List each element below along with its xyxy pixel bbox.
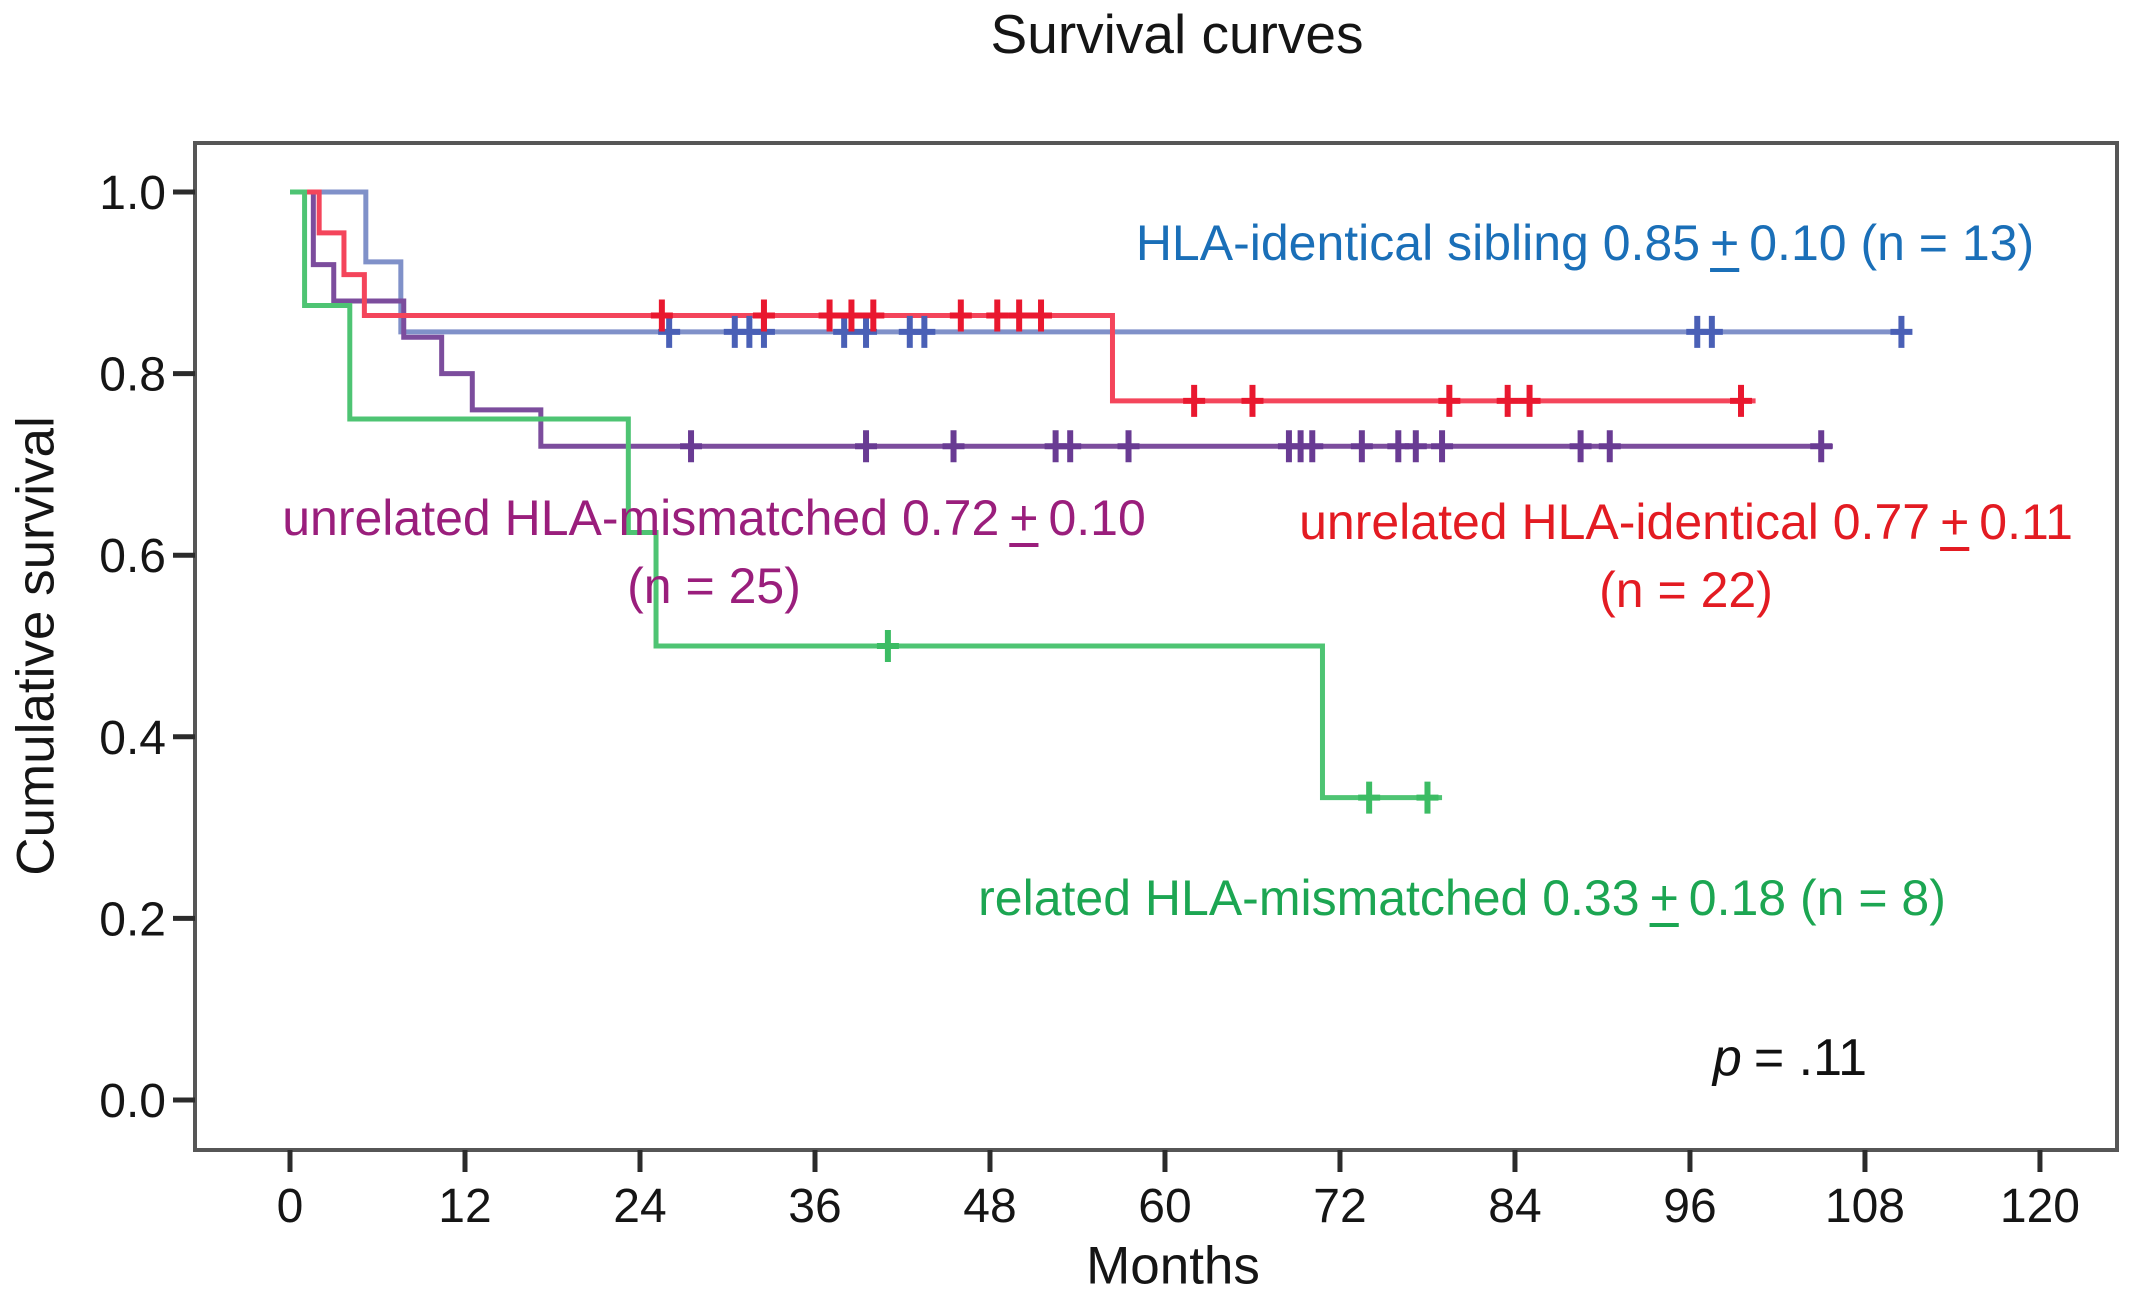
x-tick-label: 108 (1825, 1180, 1905, 1233)
legend-rel-mm-rest: 0.18 (n = 8) (1688, 870, 1946, 926)
legend-rel-mm-text: related HLA-mismatched 0.33 (978, 870, 1640, 926)
x-tick-label: 12 (438, 1180, 491, 1233)
p-value-number: = .11 (1753, 1029, 1868, 1087)
curve-rel_mm (290, 189, 1443, 801)
legend-unrel-mm-line1: unrelated HLA-mismatched 0.72 +0.10 (282, 484, 1146, 552)
legend-hla-identical-sibling: HLA-identical sibling 0.85 +0.10 (n = 13) (1136, 209, 2034, 277)
legend-unrel-id-line1: unrelated HLA-identical 0.77 +0.11 (1299, 488, 2073, 556)
curve-unrel_mm (290, 189, 1833, 449)
x-tick-label: 72 (1313, 1180, 1366, 1233)
legend-unrel-mm-text: unrelated HLA-mismatched 0.72 (282, 490, 1000, 546)
legend-unrel-id-rest: 0.11 (1979, 494, 2073, 550)
legend-unrel-id-line2: (n = 22) (1599, 562, 1773, 618)
p-value-symbol: p (1712, 1029, 1742, 1087)
chart-title: Survival curves (990, 3, 1364, 65)
p-value: p = .11 (1713, 1028, 1867, 1088)
plus-minus-sign: + (1649, 870, 1679, 926)
x-tick-label: 120 (2000, 1180, 2080, 1233)
legend-unrelated-hla-identical: unrelated HLA-identical 0.77 +0.11 (n = 2… (1299, 488, 2073, 624)
legend-unrel-mm-line2: (n = 25) (627, 558, 801, 614)
x-tick-label: 60 (1138, 1180, 1191, 1233)
legend-related-hla-mismatched: related HLA-mismatched 0.33 +0.18 (n = 8) (978, 864, 1946, 932)
x-tick-label: 0 (277, 1180, 304, 1233)
x-tick-label: 24 (613, 1180, 666, 1233)
y-tick-label: 0.6 (99, 530, 166, 583)
curve-sibling (290, 189, 1909, 335)
y-tick-label: 1.0 (99, 167, 166, 220)
legend-unrel-mm-rest: 0.10 (1048, 490, 1146, 546)
legend-sibling-text: HLA-identical sibling 0.85 (1135, 215, 1701, 271)
plot-frame (193, 141, 2119, 1152)
y-tick-label: 0.8 (99, 349, 166, 402)
curve-unrel_id (290, 189, 1756, 404)
x-tick-label: 36 (788, 1180, 841, 1233)
x-tick-label: 96 (1663, 1180, 1716, 1233)
y-tick-label: 0.0 (99, 1075, 166, 1128)
plus-minus-sign: + (1710, 215, 1740, 271)
x-axis-label: Months (1086, 1236, 1260, 1296)
x-tick-label: 48 (963, 1180, 1016, 1233)
y-tick-label: 0.4 (99, 712, 166, 765)
plus-minus-sign: + (1940, 494, 1970, 550)
legend-sibling-rest: 0.10 (n = 13) (1749, 215, 2035, 271)
y-tick-label: 0.2 (99, 893, 166, 946)
legend-unrel-id-text: unrelated HLA-identical 0.77 (1299, 494, 1931, 550)
x-tick-label: 84 (1488, 1180, 1541, 1233)
legend-unrelated-hla-mismatched: unrelated HLA-mismatched 0.72 +0.10 (n = … (282, 484, 1146, 620)
plus-minus-sign: + (1009, 490, 1039, 546)
y-axis-label: Cumulative survival (6, 416, 66, 876)
